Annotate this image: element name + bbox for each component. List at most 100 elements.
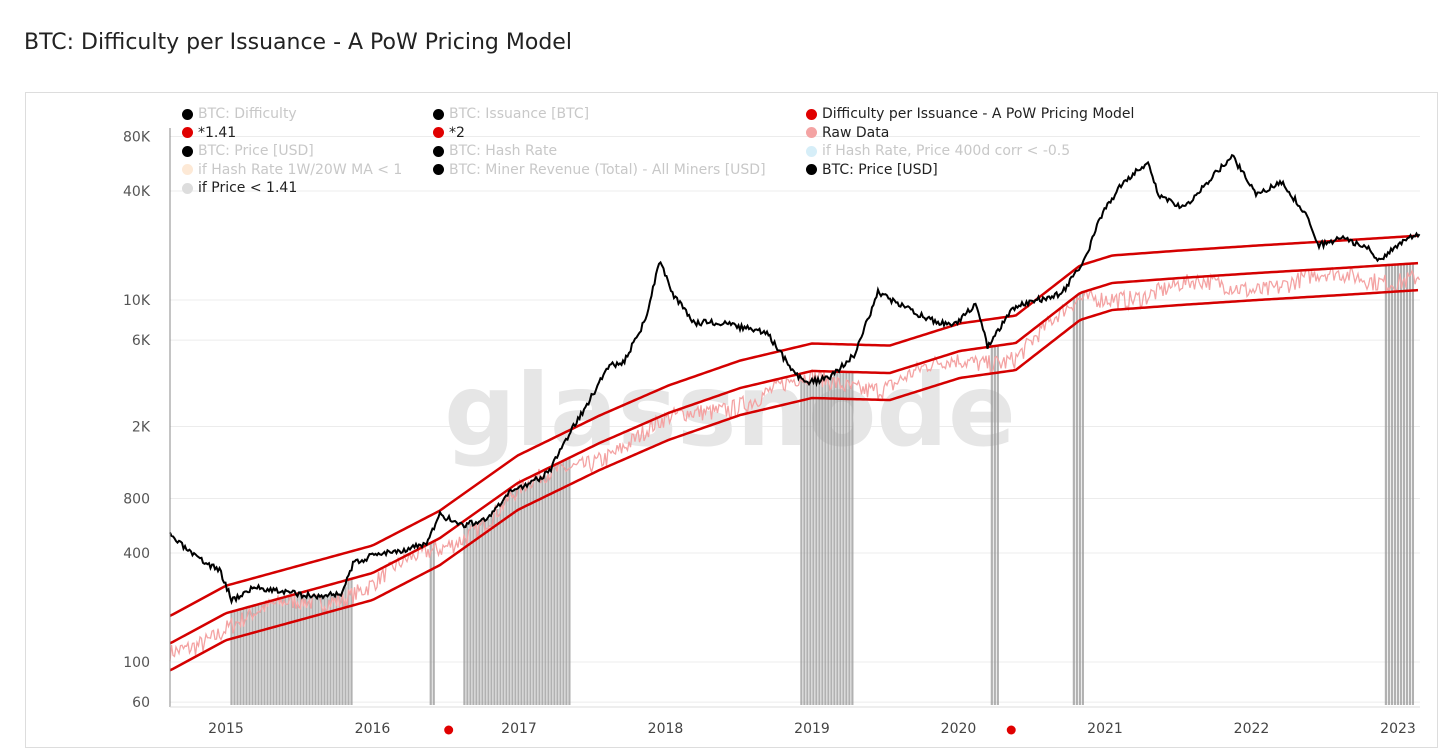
y-tick-label: 6K: [132, 333, 151, 349]
legend-item[interactable]: if Hash Rate 1W/20W MA < 1: [182, 162, 402, 178]
shaded-region-bar: [272, 600, 275, 705]
legend-item[interactable]: BTC: Hash Rate: [433, 143, 557, 159]
shaded-region-bar: [308, 595, 311, 705]
legend-label: BTC: Price [USD]: [822, 161, 938, 178]
shaded-region-bar: [481, 520, 484, 705]
legend-dot-icon: [433, 145, 444, 157]
shaded-region-bar: [839, 371, 842, 705]
shaded-region-bar: [1405, 263, 1409, 705]
shaded-region-bar: [290, 595, 293, 705]
legend-dot-icon: [182, 182, 193, 194]
legend-item[interactable]: BTC: Issuance [BTC]: [433, 106, 589, 122]
shaded-region-bar: [484, 519, 487, 705]
shaded-region-bar: [836, 371, 839, 705]
legend-item[interactable]: BTC: Miner Revenue (Total) - All Miners …: [433, 162, 766, 178]
legend-dot-icon: [806, 164, 817, 175]
shaded-region-bar: [824, 379, 827, 705]
shaded-region-bar: [296, 593, 299, 705]
shaded-region-bar: [800, 377, 803, 705]
shaded-region-bar: [1408, 263, 1412, 705]
legend-item[interactable]: Difficulty per Issuance - A PoW Pricing …: [806, 106, 1134, 122]
shaded-region-bar: [996, 345, 999, 705]
legend-item[interactable]: BTC: Price [USD]: [806, 162, 938, 178]
legend-item[interactable]: *2: [433, 125, 465, 141]
shaded-region-bar: [493, 512, 496, 705]
shaded-region-bar: [1072, 298, 1075, 705]
shaded-region-bar: [311, 595, 314, 705]
shaded-region-bar: [1393, 264, 1397, 705]
legend-label: BTC: Price [USD]: [198, 143, 314, 159]
shaded-region-bar: [1396, 264, 1400, 705]
legend-item[interactable]: if Hash Rate, Price 400d corr < -0.5: [806, 143, 1070, 159]
shaded-region-bar: [812, 381, 815, 705]
x-tick-label: 2015: [208, 721, 244, 737]
shaded-region-bar: [466, 524, 469, 705]
x-tick-label: 2022: [1234, 721, 1270, 737]
shaded-region-bar: [532, 481, 535, 705]
shaded-region-bar: [257, 604, 260, 705]
shaded-region-bar: [278, 598, 281, 705]
shaded-region-bar: [1078, 293, 1081, 705]
shaded-region-bar: [323, 595, 326, 705]
legend-label: if Hash Rate, Price 400d corr < -0.5: [822, 143, 1071, 159]
shaded-region-bar: [1384, 265, 1388, 705]
legend-dot-icon: [806, 145, 817, 157]
shaded-region-bar: [523, 485, 526, 705]
shaded-region-bar: [538, 478, 541, 705]
shaded-region-bar: [806, 382, 809, 705]
legend-dot-icon: [806, 108, 817, 120]
shaded-region-bar: [233, 611, 236, 705]
legend-item[interactable]: if Price < 1.41: [182, 180, 297, 196]
shaded-region-bar: [502, 501, 505, 705]
shaded-region-bar: [326, 595, 329, 705]
shaded-region-bar: [556, 464, 559, 705]
legend-label: *2: [449, 124, 465, 141]
shaded-region-bar: [236, 610, 239, 705]
shaded-region-bar: [284, 597, 287, 705]
shaded-region-bar: [815, 380, 818, 705]
shaded-region-bar: [332, 594, 335, 705]
legend-item[interactable]: *1.41: [182, 125, 236, 141]
y-tick-label: 400: [123, 546, 150, 562]
legend-dot-icon: [806, 127, 817, 138]
shaded-region-bar: [472, 522, 475, 705]
legend-dot-icon: [182, 145, 193, 157]
shaded-region-bar: [429, 543, 432, 705]
shaded-region-bar: [338, 593, 341, 705]
legend-label: BTC: Hash Rate: [449, 143, 558, 159]
shaded-region-bar: [842, 371, 845, 705]
shaded-region-bar: [1390, 264, 1394, 705]
shaded-region-bar: [529, 482, 532, 705]
model-line: [169, 288, 1419, 672]
x-tick-label: 2018: [648, 721, 684, 737]
legend-item[interactable]: BTC: Price [USD]: [182, 143, 314, 159]
legend-item[interactable]: BTC: Difficulty: [182, 106, 297, 122]
shaded-region-bar: [239, 609, 242, 705]
legend-dot-icon: [433, 127, 444, 138]
shaded-region-bar: [568, 458, 571, 705]
shaded-region-bar: [1411, 263, 1415, 705]
shaded-region-bar: [1399, 264, 1403, 705]
shaded-region-bar: [478, 521, 481, 705]
shaded-region-bar: [299, 594, 302, 705]
shaded-region-bar: [248, 607, 251, 705]
shaded-region-bar: [490, 516, 493, 705]
legend-dot-icon: [182, 127, 193, 138]
legend-item[interactable]: Raw Data: [806, 125, 889, 141]
shaded-region-bar: [287, 596, 290, 705]
shaded-region-bar: [329, 594, 332, 705]
shaded-region-bar: [496, 509, 499, 705]
shaded-region-bar: [293, 594, 296, 705]
y-tick-label: 40K: [123, 184, 151, 200]
shaded-region-bar: [269, 601, 272, 705]
shaded-region-bar: [245, 607, 248, 705]
shaded-region-bar: [851, 372, 854, 705]
shaded-region-bar: [347, 579, 350, 705]
shaded-region-bar: [251, 606, 254, 705]
chart-frame: [25, 92, 1438, 748]
shaded-region-bar: [535, 479, 538, 705]
shaded-region-bar: [508, 494, 511, 705]
legend-dot-icon: [182, 108, 193, 120]
shaded-region-bar: [487, 518, 490, 705]
x-tick-label: 2016: [355, 721, 391, 737]
